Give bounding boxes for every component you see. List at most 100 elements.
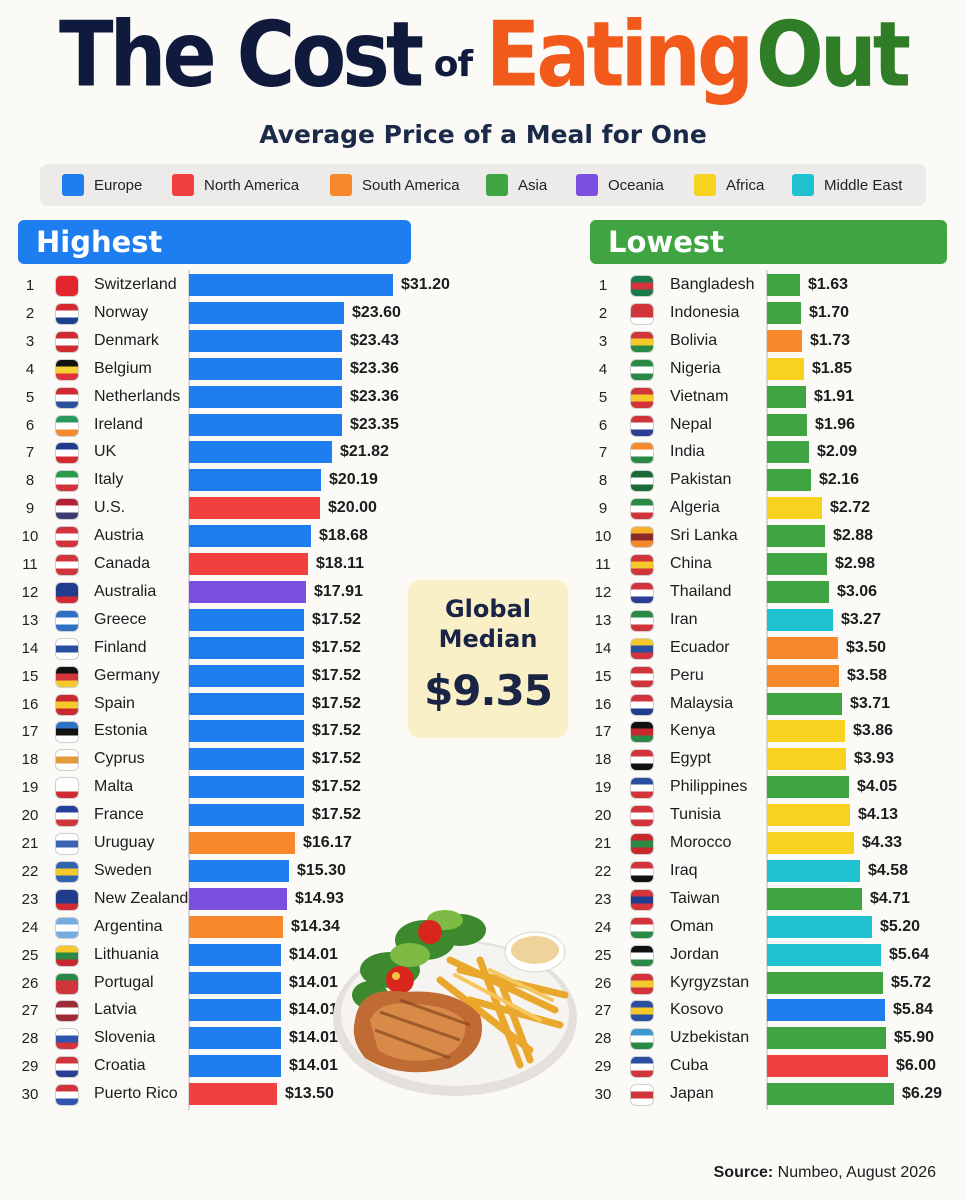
bar-row: 25 Jordan $5.64 bbox=[588, 942, 958, 970]
value-label: $6.29 bbox=[902, 1085, 943, 1103]
country-label: Vietnam bbox=[670, 387, 729, 405]
country-label: Bangladesh bbox=[670, 276, 755, 293]
bar bbox=[767, 1083, 894, 1106]
rank-number: 22 bbox=[21, 862, 39, 880]
bar bbox=[767, 497, 822, 520]
bar bbox=[189, 915, 283, 938]
bar bbox=[189, 1055, 281, 1078]
value-label: $3.86 bbox=[853, 722, 894, 740]
country-label: Egypt bbox=[670, 750, 711, 768]
title-part-4: Out bbox=[755, 2, 911, 107]
country-label: Nigeria bbox=[670, 359, 721, 377]
rank-number: 14 bbox=[21, 639, 39, 657]
rank-number: 29 bbox=[21, 1058, 39, 1076]
flag-icon bbox=[55, 330, 79, 353]
rank-number: 25 bbox=[21, 946, 39, 964]
bar bbox=[189, 887, 287, 910]
bar-row: 23 New Zealand $14.93 bbox=[15, 886, 575, 914]
legend-swatch bbox=[792, 174, 814, 196]
value-label: $31.20 bbox=[401, 276, 450, 293]
rank-number: 18 bbox=[21, 751, 39, 769]
rank-number: 17 bbox=[21, 723, 39, 741]
flag-icon bbox=[55, 805, 79, 828]
value-label: $1.73 bbox=[810, 331, 851, 349]
country-label: Ireland bbox=[94, 415, 143, 433]
bar-row: 10 Austria $18.68 bbox=[15, 523, 575, 551]
flag-icon bbox=[630, 1056, 654, 1079]
flag-icon bbox=[55, 972, 79, 995]
food-plate-illustration bbox=[333, 910, 577, 1096]
rank-number: 14 bbox=[594, 639, 612, 657]
bar-row: 2 Indonesia $1.70 bbox=[588, 300, 958, 328]
value-label: $17.52 bbox=[312, 694, 361, 712]
country-label: Kenya bbox=[670, 722, 716, 740]
flag-icon bbox=[55, 833, 79, 855]
bar bbox=[767, 692, 842, 715]
bar-row: 29 Croatia $14.01 bbox=[15, 1053, 575, 1081]
flag-icon bbox=[55, 721, 79, 744]
bar-row: 12 Australia $17.91 bbox=[15, 579, 575, 607]
flag-icon bbox=[55, 1056, 79, 1079]
value-label: $17.91 bbox=[314, 582, 363, 600]
flag-icon bbox=[55, 581, 79, 604]
rank-number: 24 bbox=[594, 918, 612, 936]
bar-row: 16 Malaysia $3.71 bbox=[588, 691, 958, 719]
bar-row: 2 Norway $23.60 bbox=[15, 300, 575, 328]
country-label: Portugal bbox=[94, 973, 154, 991]
flag-icon bbox=[630, 1084, 654, 1107]
bar-row: 6 Nepal $1.96 bbox=[588, 412, 958, 440]
bar-row: 29 Cuba $6.00 bbox=[588, 1053, 958, 1081]
bar bbox=[189, 1027, 281, 1050]
value-label: $2.88 bbox=[833, 527, 874, 545]
bar bbox=[767, 441, 809, 464]
rank-number: 6 bbox=[598, 416, 608, 434]
bar bbox=[189, 385, 342, 408]
bar-row: 20 France $17.52 bbox=[15, 802, 575, 830]
rank-number: 10 bbox=[594, 528, 612, 546]
rank-number: 4 bbox=[25, 360, 35, 378]
rank-number: 22 bbox=[594, 862, 612, 880]
bar bbox=[189, 720, 304, 743]
panel-header-highest: Highest bbox=[18, 220, 411, 264]
legend-label: Africa bbox=[726, 176, 765, 194]
legend-item-north-america: North America bbox=[172, 174, 299, 196]
flag-icon bbox=[55, 526, 79, 549]
value-label: $4.58 bbox=[868, 861, 909, 879]
country-label: Argentina bbox=[94, 917, 163, 935]
bar-row: 6 Ireland $23.35 bbox=[15, 412, 575, 440]
bar bbox=[189, 692, 304, 715]
value-label: $14.01 bbox=[289, 973, 338, 991]
bar-row: 26 Portugal $14.01 bbox=[15, 970, 575, 998]
country-label: China bbox=[670, 555, 712, 572]
country-label: Sweden bbox=[94, 861, 152, 879]
flag-icon bbox=[630, 637, 654, 660]
bar bbox=[767, 943, 881, 966]
bar-row: 22 Iraq $4.58 bbox=[588, 858, 958, 886]
rank-number: 13 bbox=[594, 611, 612, 629]
country-label: Spain bbox=[94, 694, 135, 712]
bar-row: 15 Peru $3.58 bbox=[588, 663, 958, 691]
flag-icon bbox=[630, 609, 654, 632]
bar bbox=[767, 804, 850, 827]
bar-row: 4 Nigeria $1.85 bbox=[588, 356, 958, 384]
bar-row: 8 Pakistan $2.16 bbox=[588, 467, 958, 495]
title-part-3: Eating bbox=[485, 2, 755, 107]
value-label: $1.85 bbox=[812, 359, 853, 377]
bar-row: 11 China $2.98 bbox=[588, 551, 958, 579]
country-label: Netherlands bbox=[94, 387, 181, 405]
flag-icon bbox=[55, 777, 79, 800]
country-label: Philippines bbox=[670, 778, 748, 796]
country-label: Jordan bbox=[670, 945, 719, 963]
axis-line-highest bbox=[188, 270, 190, 1110]
flag-icon bbox=[55, 665, 79, 688]
value-label: $2.16 bbox=[819, 471, 860, 489]
value-label: $1.63 bbox=[808, 276, 849, 293]
bar bbox=[767, 636, 838, 659]
bar bbox=[767, 553, 827, 575]
bar bbox=[189, 608, 304, 631]
country-label: Indonesia bbox=[670, 303, 740, 321]
rank-number: 25 bbox=[594, 946, 612, 964]
value-label: $17.52 bbox=[312, 806, 361, 824]
rank-number: 7 bbox=[25, 444, 35, 462]
bar-row: 28 Slovenia $14.01 bbox=[15, 1025, 575, 1053]
